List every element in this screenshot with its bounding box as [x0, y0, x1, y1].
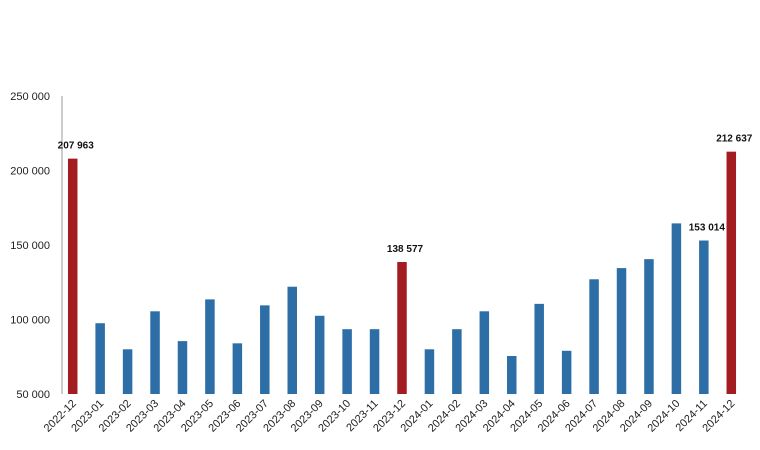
- y-axis: 50 000 100 000 150 000 200 000 250 000: [10, 91, 63, 401]
- bar: [122, 349, 133, 394]
- bar: [67, 158, 78, 394]
- bar: [507, 356, 517, 394]
- y-tick-label: 150 000: [10, 240, 50, 252]
- bar: [342, 329, 352, 394]
- bar: [561, 350, 572, 394]
- x-axis: 2022-122023-012023-022023-032023-042023-…: [42, 398, 738, 435]
- bar: [232, 343, 243, 394]
- bar: [205, 299, 215, 394]
- y-tick-label: 50 000: [16, 389, 50, 401]
- bar: [397, 262, 407, 394]
- bar: [616, 268, 627, 394]
- bar: [671, 223, 682, 394]
- bar: [726, 151, 737, 394]
- data-label: 207 963: [58, 141, 95, 152]
- bar: [369, 329, 380, 394]
- y-tick-label: 100 000: [10, 315, 50, 327]
- bar: [177, 341, 188, 394]
- y-tick-label: 250 000: [10, 91, 50, 103]
- bar: [452, 329, 462, 394]
- bar: [287, 286, 297, 394]
- y-tick-label: 200 000: [10, 166, 50, 178]
- bar: [534, 303, 544, 394]
- bar: [644, 259, 654, 394]
- bar: [314, 315, 325, 394]
- bar: [699, 240, 709, 394]
- data-labels: 207 963 138 577 153 014 212 637: [58, 134, 753, 255]
- bar: [479, 311, 490, 394]
- data-label: 138 577: [387, 244, 424, 255]
- bar: [424, 349, 435, 394]
- data-label: 212 637: [716, 134, 753, 145]
- bars: [67, 151, 737, 394]
- bar: [95, 323, 105, 394]
- bar: [150, 311, 160, 394]
- bar: [260, 305, 270, 394]
- data-label: 153 014: [689, 223, 726, 234]
- bar: [589, 279, 599, 394]
